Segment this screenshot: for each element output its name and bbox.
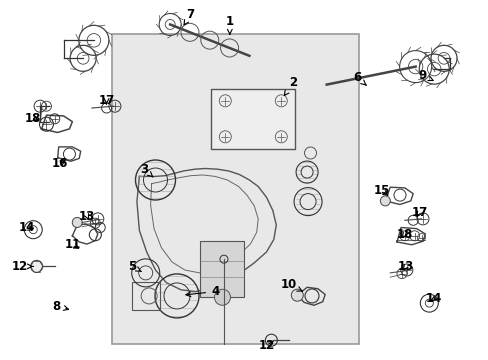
Text: 6: 6 <box>352 71 366 85</box>
Bar <box>112 34 359 344</box>
Bar <box>211 89 295 149</box>
Circle shape <box>291 289 303 301</box>
Circle shape <box>72 217 82 228</box>
Text: 14: 14 <box>19 221 35 234</box>
Text: 4: 4 <box>185 285 219 298</box>
Bar <box>131 282 160 310</box>
Text: 5: 5 <box>128 260 141 273</box>
Text: 3: 3 <box>140 163 153 177</box>
Text: 15: 15 <box>372 184 389 197</box>
Text: 18: 18 <box>396 228 412 240</box>
Bar <box>200 241 244 297</box>
Text: 13: 13 <box>397 260 413 273</box>
Text: 13: 13 <box>79 210 95 222</box>
Text: 7: 7 <box>183 8 194 25</box>
Text: 10: 10 <box>280 278 302 291</box>
Text: 12: 12 <box>11 260 33 273</box>
Text: 2: 2 <box>284 76 297 95</box>
Text: 16: 16 <box>51 157 68 170</box>
Text: 9: 9 <box>418 69 432 82</box>
Circle shape <box>31 260 42 273</box>
Text: 11: 11 <box>64 238 81 251</box>
Circle shape <box>380 196 389 206</box>
Circle shape <box>214 289 230 305</box>
Text: 18: 18 <box>25 112 41 125</box>
Text: 8: 8 <box>52 300 68 312</box>
Text: 17: 17 <box>410 206 427 219</box>
Text: 14: 14 <box>425 292 442 305</box>
Text: 1: 1 <box>225 15 233 34</box>
Text: 12: 12 <box>258 339 274 352</box>
Text: 17: 17 <box>98 94 115 107</box>
